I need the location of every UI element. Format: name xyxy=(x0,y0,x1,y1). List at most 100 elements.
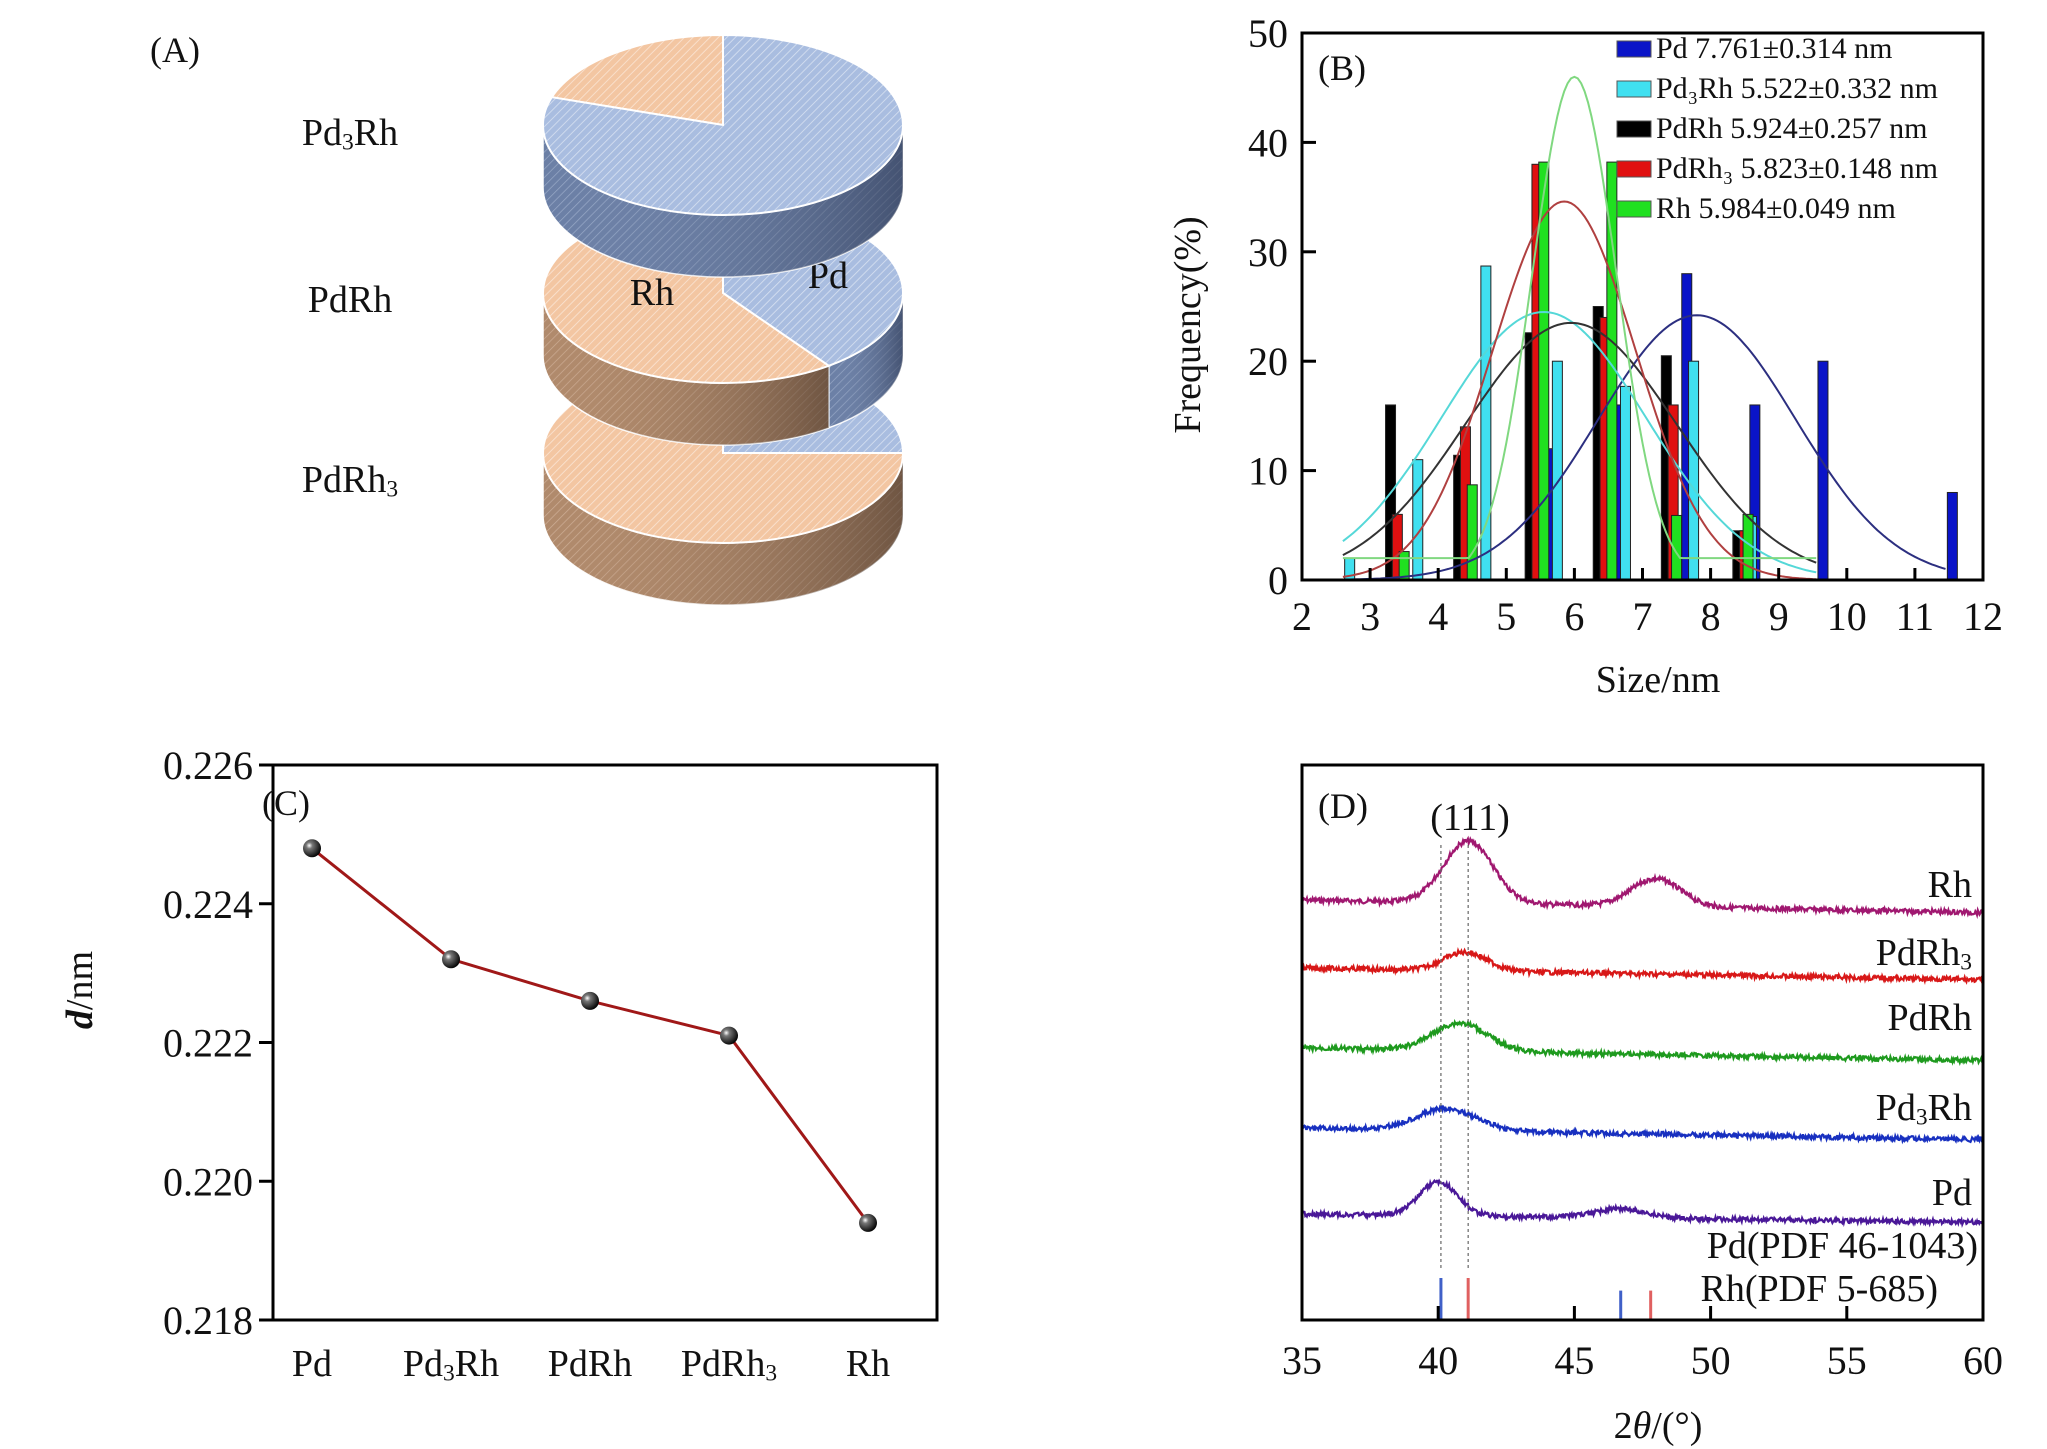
x-tick-label: 55 xyxy=(1827,1338,1867,1383)
panel-b-y-axis-title: Frequency(%) xyxy=(1167,216,1209,433)
panel-d-frame xyxy=(1300,763,1985,1322)
x-tick-label-pd3rh-sub: 3 xyxy=(443,1361,455,1387)
x-tick-label: 45 xyxy=(1554,1338,1594,1383)
xrd-label-pd3rh: Pd3Rh xyxy=(1876,1087,1972,1131)
x-tick-label-pd: Pd xyxy=(292,1343,332,1385)
data-point-pdrh3 xyxy=(720,1026,738,1045)
legend-entry: Pd 7.761±0.314 nm xyxy=(1656,32,1892,65)
legend-entry: PdRh₃ 5.823±0.148 nm xyxy=(1656,152,1938,185)
legend-swatch xyxy=(1616,120,1652,138)
histogram-bar xyxy=(1551,360,1563,581)
xrd-label-pd-main: Pd xyxy=(1932,1172,1972,1214)
legend-entry: PdRh 5.924±0.257 nm xyxy=(1656,112,1928,145)
xrd-label-pd3rh-main: Pd xyxy=(1876,1087,1916,1129)
y-tick-label: 10 xyxy=(1248,449,1288,494)
xrd-label-rh: Rh xyxy=(1928,864,1972,906)
gaussian-fit-curve xyxy=(1342,310,1817,574)
pie-side-shade xyxy=(828,293,904,428)
x-tick-label-rh-main: Rh xyxy=(846,1343,890,1385)
histogram-bar xyxy=(1817,360,1829,581)
y-tick-label: 0.224 xyxy=(163,882,253,927)
xrd-label-pdrh: PdRh xyxy=(1888,997,1972,1039)
y-tick-label: 0.226 xyxy=(163,743,253,788)
xrd-label-pd3rh-sub: 3 xyxy=(1916,1105,1928,1131)
x-tick-label-pd-main: Pd xyxy=(292,1343,332,1385)
pie-label-pdrh3-sub: 3 xyxy=(386,477,398,503)
xrd-pattern-pdrh3 xyxy=(1301,946,1984,986)
y-tick-label: 40 xyxy=(1248,120,1288,165)
y-tick-label: 0.220 xyxy=(163,1159,253,1204)
y-tick-label: 0.222 xyxy=(163,1021,253,1066)
panel-b-histogram: (B) 0 10 20 30 40 50 2 3 4 5 6 7 8 9 10 11 12 Pd 7.761±0… xyxy=(1167,11,2003,701)
xrd-label-rh-main: Rh xyxy=(1928,864,1972,906)
legend-swatch xyxy=(1616,80,1652,98)
x-tick-label-rh: Rh xyxy=(846,1343,890,1385)
xrd-label-pdrh-main: PdRh xyxy=(1888,997,1972,1039)
x-tick-label: 8 xyxy=(1701,594,1721,639)
reference-label-pd: Pd(PDF 46-1043) xyxy=(1707,1225,1978,1267)
x-tick-label: 3 xyxy=(1360,594,1380,639)
legend-entry: Rh 5.984±0.049 nm xyxy=(1656,192,1896,225)
d-spacing-line xyxy=(311,847,870,1224)
x-tick-label-pdrh: PdRh xyxy=(548,1343,632,1385)
panel-d-label: (D) xyxy=(1318,786,1368,826)
gaussian-fit-curve xyxy=(1342,200,1817,581)
data-point-pd3rh xyxy=(442,950,460,969)
reference-label-rh: Rh(PDF 5-685) xyxy=(1700,1268,1938,1310)
pie-side-shade xyxy=(542,293,829,446)
gaussian-fit-curve xyxy=(1342,75,1817,560)
xrd-pattern-pdrh xyxy=(1301,1018,1983,1067)
legend-swatch xyxy=(1616,200,1652,218)
histogram-bar xyxy=(1466,484,1478,581)
data-point-rh xyxy=(859,1213,877,1232)
y-tick-label: 0.218 xyxy=(163,1298,253,1343)
y-tick-label: 30 xyxy=(1248,230,1288,275)
panel-b-legend: Pd 7.761±0.314 nm Pd₃Rh 5.522±0.332 nm PdR… xyxy=(1616,32,1938,225)
pie-label-pdrh-main: PdRh xyxy=(308,279,392,321)
pie-label-pd3rh-tail: Rh xyxy=(354,112,398,154)
x-tick-label-pd3rh-main: Pd xyxy=(403,1343,443,1385)
x-tick-label: 11 xyxy=(1896,594,1935,639)
xrd-pattern-rh xyxy=(1301,835,1984,920)
panel-c-frame xyxy=(271,763,939,1322)
panel-b-label: (B) xyxy=(1318,48,1366,88)
histogram-bar xyxy=(1619,385,1631,581)
x-tick-label: 40 xyxy=(1418,1338,1458,1383)
xrd-label-pdrh3-main: PdRh xyxy=(1876,932,1960,974)
x-tick-label: 10 xyxy=(1827,594,1867,639)
x-tick-label: 7 xyxy=(1633,594,1653,639)
data-point-pd xyxy=(303,839,321,858)
panel-d-x-axis-title: 2θ/(°) xyxy=(1614,1405,1703,1447)
xrd-pattern-pd3rh xyxy=(1300,1104,1984,1145)
x-tick-label: 4 xyxy=(1428,594,1448,639)
pie-label-pd3rh-sub: 3 xyxy=(342,130,354,156)
pie-slice-pd xyxy=(542,33,904,216)
legend-entry: Pd₃Rh 5.522±0.332 nm xyxy=(1656,72,1938,105)
pie-label-pdrh3-main: PdRh xyxy=(302,459,386,501)
panel-c-y-axis-title: d/nm xyxy=(59,951,101,1029)
pie-side-shade xyxy=(543,125,903,277)
pie-label-pd3rh-main: Pd xyxy=(302,112,342,154)
y-tick-label: 20 xyxy=(1248,339,1288,384)
gaussian-fit-curve xyxy=(1342,321,1817,564)
histogram-bar xyxy=(1688,360,1700,581)
x-tick-label: 50 xyxy=(1691,1338,1731,1383)
x-tick-label-pd3rh-tail: Rh xyxy=(455,1343,499,1385)
y-tick-label: 0 xyxy=(1268,558,1288,603)
panel-a-label: (A) xyxy=(150,30,200,70)
x-tick-label: 35 xyxy=(1282,1338,1322,1383)
gaussian-fit-curve xyxy=(1342,314,1946,581)
pie-chart-pd3rh: Pd3Rh xyxy=(302,33,904,278)
x-tick-label-pd3rh: Pd3Rh xyxy=(403,1343,499,1387)
pie-side-shade xyxy=(543,453,903,605)
x-tick-label: 5 xyxy=(1496,594,1516,639)
xrd-label-pd3rh-tail: Rh xyxy=(1928,1087,1972,1129)
histogram-bar xyxy=(1946,491,1958,581)
histogram-bar xyxy=(1412,459,1424,581)
pie-slice-label-rh: Rh xyxy=(630,272,674,314)
xrd-pattern-pd xyxy=(1300,1178,1983,1228)
x-tick-label-pdrh3: PdRh3 xyxy=(681,1343,777,1387)
